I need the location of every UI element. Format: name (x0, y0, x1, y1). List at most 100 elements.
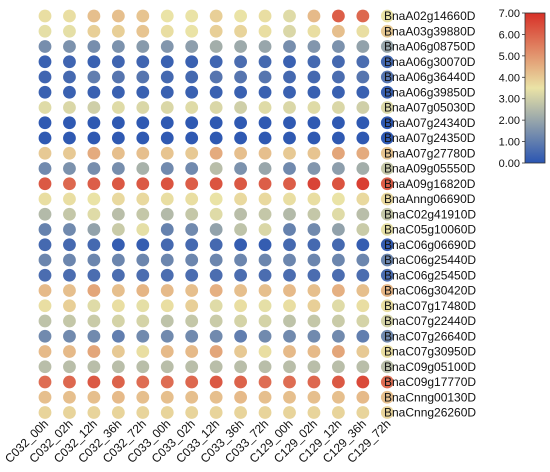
row-label: BnaC02g41910D (384, 207, 476, 221)
heatmap-cell (160, 192, 174, 206)
row-label: BnaC07g30950D (384, 345, 476, 359)
heatmap-cell (87, 268, 101, 282)
heatmap-cell (380, 406, 394, 419)
heatmap-cell (307, 207, 321, 221)
heatmap-cell (111, 314, 125, 328)
heatmap-cell (356, 162, 370, 175)
heatmap-cell (307, 162, 321, 175)
heatmap-cell (332, 314, 345, 328)
heatmap-cell (185, 284, 199, 297)
heatmap-cell (258, 223, 272, 236)
heatmap-cell (111, 345, 125, 358)
heatmap-cell (380, 238, 394, 252)
heatmap-cells (38, 9, 394, 419)
heatmap-cell (63, 268, 76, 282)
heatmap-cell (332, 162, 345, 175)
heatmap-cell (38, 116, 52, 130)
heatmap-cell (209, 9, 223, 23)
heatmap-cell (111, 9, 125, 23)
heatmap-cell (234, 345, 248, 358)
heatmap-cell (87, 70, 101, 84)
heatmap-cell (283, 406, 296, 419)
heatmap-cell (160, 24, 174, 38)
heatmap-cell (63, 329, 76, 343)
heatmap-cell (258, 375, 272, 389)
heatmap-cell (356, 253, 370, 267)
heatmap-cell (160, 9, 174, 23)
heatmap-cell (258, 390, 272, 404)
heatmap-cell (185, 253, 199, 267)
heatmap-cell (209, 192, 223, 206)
heatmap-cell (136, 192, 150, 206)
heatmap-cell (283, 55, 296, 69)
heatmap-cell (380, 207, 394, 221)
heatmap-cell (332, 146, 345, 160)
row-label: BnaCnng26260D (384, 406, 476, 420)
heatmap-cell (307, 146, 321, 160)
heatmap-cell (136, 131, 150, 145)
heatmap-cell (332, 284, 345, 297)
heatmap-cell (87, 238, 101, 252)
heatmap-cell (160, 329, 174, 343)
heatmap-cell (258, 345, 272, 358)
heatmap-cell (283, 85, 296, 99)
heatmap-cell (356, 9, 370, 23)
heatmap-cell (160, 85, 174, 99)
heatmap-cell (332, 116, 345, 130)
heatmap-cell (209, 116, 223, 130)
heatmap-cell (111, 207, 125, 221)
row-label: BnaA07g24340D (384, 116, 476, 130)
heatmap-cell (356, 192, 370, 206)
row-label: BnaA06g08750D (384, 40, 476, 54)
row-label: BnaC06g25450D (384, 268, 476, 282)
heatmap-cell (258, 9, 272, 23)
heatmap-cell (380, 55, 394, 69)
heatmap-cell (356, 299, 370, 313)
heatmap-cell (307, 299, 321, 313)
heatmap-cell (234, 223, 248, 236)
heatmap-cell (87, 55, 101, 69)
heatmap-cell (63, 390, 76, 404)
row-label: BnaA09g05550D (384, 162, 476, 176)
heatmap-cell (356, 238, 370, 252)
heatmap-cell (380, 360, 394, 374)
heatmap-cell (185, 55, 199, 69)
heatmap-cell (258, 101, 272, 114)
heatmap-cell (356, 345, 370, 358)
heatmap-cell (136, 40, 150, 53)
row-label: BnaA09g16820D (384, 177, 476, 191)
heatmap-cell (380, 192, 394, 206)
heatmap-cell (283, 101, 296, 114)
heatmap-cell (283, 177, 296, 191)
heatmap-cell (283, 70, 296, 84)
heatmap-cell (307, 55, 321, 69)
color-scale-frame (524, 12, 546, 164)
heatmap-cell (283, 40, 296, 53)
heatmap-cell (332, 253, 345, 267)
heatmap-cell (209, 406, 223, 419)
heatmap-cell (332, 238, 345, 252)
heatmap-cell (38, 85, 52, 99)
heatmap-cell (356, 207, 370, 221)
heatmap-cell (185, 146, 199, 160)
heatmap-cell (38, 70, 52, 84)
heatmap-cell (234, 162, 248, 175)
heatmap-cell (332, 9, 345, 23)
heatmap-cell (307, 24, 321, 38)
heatmap-cell (63, 85, 76, 99)
heatmap-cell (87, 146, 101, 160)
heatmap-cell (234, 314, 248, 328)
heatmap-cell (185, 314, 199, 328)
heatmap-cell (160, 223, 174, 236)
color-scale-tick-label: 7.00 (499, 8, 520, 20)
heatmap-cell (111, 406, 125, 419)
heatmap-cell (356, 55, 370, 69)
heatmap-cell (307, 177, 321, 191)
heatmap-cell (63, 406, 76, 419)
heatmap-cell (258, 299, 272, 313)
heatmap-cell (160, 55, 174, 69)
heatmap-cell (160, 345, 174, 358)
heatmap-cell (258, 116, 272, 130)
heatmap-cell (209, 284, 223, 297)
heatmap-cell (209, 207, 223, 221)
